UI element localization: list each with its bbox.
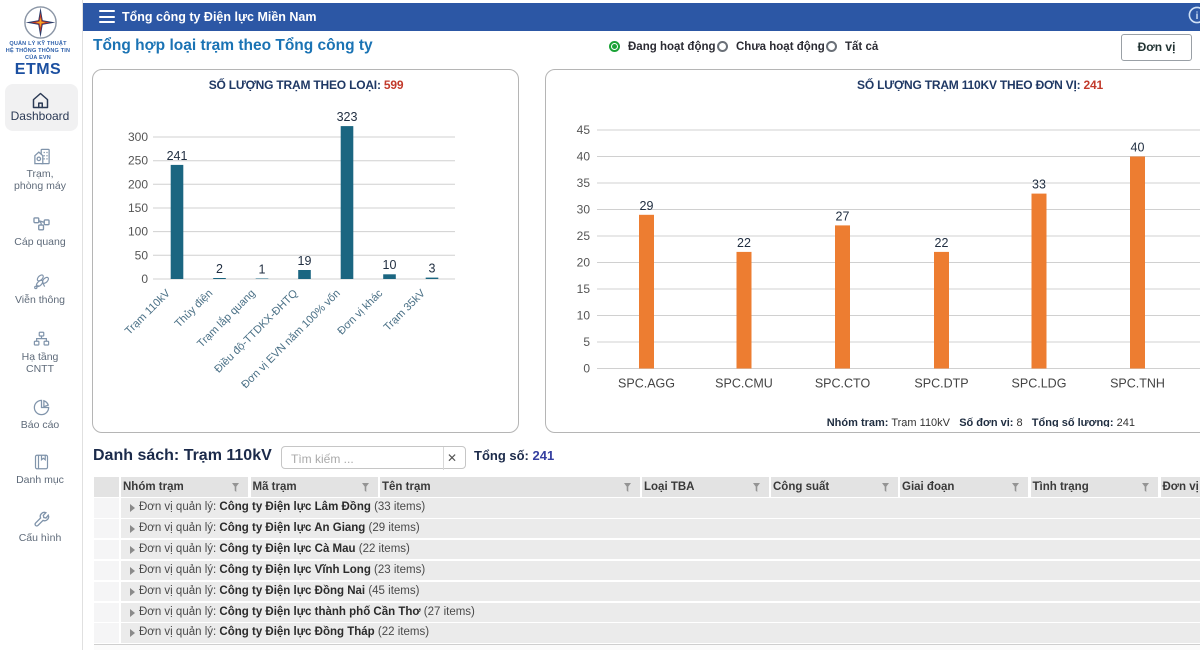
svg-text:0: 0 <box>583 362 590 376</box>
svg-text:SPC.AGG: SPC.AGG <box>618 377 675 391</box>
svg-text:15: 15 <box>577 282 591 296</box>
svg-text:150: 150 <box>128 201 148 215</box>
svg-text:SPC.LDG: SPC.LDG <box>1012 377 1067 391</box>
svg-text:45: 45 <box>577 123 591 137</box>
svg-text:10: 10 <box>383 258 397 272</box>
svg-text:19: 19 <box>298 254 312 268</box>
svg-text:50: 50 <box>135 248 149 262</box>
svg-text:323: 323 <box>337 110 358 124</box>
svg-text:SPC.DTP: SPC.DTP <box>914 377 968 391</box>
svg-text:5: 5 <box>583 335 590 349</box>
svg-text:30: 30 <box>577 203 591 217</box>
svg-text:Điều độ-TTDKX-ĐHTQ: Điều độ-TTDKX-ĐHTQ <box>212 287 300 375</box>
svg-text:1: 1 <box>259 263 266 277</box>
svg-text:22: 22 <box>935 236 949 250</box>
svg-text:Đơn vị khác: Đơn vị khác <box>335 287 385 337</box>
svg-text:SPC.CTO: SPC.CTO <box>815 377 871 391</box>
svg-text:i: i <box>1196 11 1199 22</box>
svg-text:20: 20 <box>577 256 591 270</box>
svg-text:241: 241 <box>167 149 188 163</box>
svg-text:40: 40 <box>1131 141 1145 155</box>
svg-text:27: 27 <box>836 210 850 224</box>
svg-text:SPC.TNH: SPC.TNH <box>1110 377 1165 391</box>
svg-text:SPC.CMU: SPC.CMU <box>715 377 773 391</box>
svg-text:35: 35 <box>577 176 591 190</box>
svg-text:200: 200 <box>128 177 148 191</box>
svg-text:2: 2 <box>216 262 223 276</box>
svg-text:29: 29 <box>640 199 654 213</box>
svg-text:40: 40 <box>577 150 591 164</box>
svg-text:10: 10 <box>577 309 591 323</box>
svg-text:Nhóm trạm: Trạm 110kV Số đơn: Nhóm trạm: Trạm 110kV Số đơn vị: 8 Tổng … <box>827 417 1135 427</box>
svg-text:33: 33 <box>1032 178 1046 192</box>
svg-text:0: 0 <box>141 272 148 286</box>
svg-text:250: 250 <box>128 154 148 168</box>
svg-text:100: 100 <box>128 225 148 239</box>
svg-text:Thủy điện: Thủy điện <box>173 287 216 330</box>
svg-text:300: 300 <box>128 130 148 144</box>
svg-text:25: 25 <box>577 229 591 243</box>
svg-text:22: 22 <box>737 236 751 250</box>
svg-text:Trạm 110kV: Trạm 110kV <box>123 287 173 337</box>
svg-text:3: 3 <box>429 262 436 276</box>
svg-text:Trạm 35kV: Trạm 35kV <box>382 287 429 334</box>
